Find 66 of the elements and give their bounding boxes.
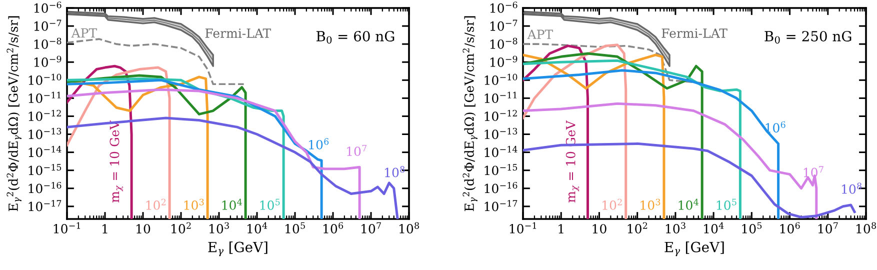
x-tick-label: 10 xyxy=(136,224,150,234)
series-label: 10$^{8}$ xyxy=(385,166,405,178)
y-tick-label: 10$^{−9}$ xyxy=(490,56,518,67)
y-tick-label: 10$^{−6}$ xyxy=(34,2,62,13)
y-tick-label: 10$^{−8}$ xyxy=(34,38,62,49)
x-tick-label: 10$^{7}$ xyxy=(362,222,381,234)
series-label: 10$^{2}$ xyxy=(146,198,166,210)
x-tick-label: 10$^{4}$ xyxy=(704,222,724,234)
y-tick-label: 10$^{−8}$ xyxy=(490,38,518,49)
y-tick-label: 10$^{−11}$ xyxy=(484,92,517,104)
y-tick-label: 10$^{−6}$ xyxy=(490,2,518,13)
series-label: 10$^{3}$ xyxy=(640,198,660,210)
series-label: 10$^{6}$ xyxy=(309,138,329,150)
y-tick-label: 10$^{−15}$ xyxy=(484,164,518,176)
series-label: APT xyxy=(527,30,553,39)
y-tick-label: 10$^{−14}$ xyxy=(28,146,62,158)
x-tick-label: 10$^{4}$ xyxy=(248,222,268,234)
y-tick-label: 10$^{−10}$ xyxy=(28,74,62,85)
x-tick-label: 1 xyxy=(102,224,108,234)
x-tick-label: 10$^{3}$ xyxy=(666,222,686,234)
series-label: 10$^{5}$ xyxy=(716,198,736,210)
x-tick-label: 10$^{3}$ xyxy=(210,222,229,234)
y-tick-label: 10$^{−12}$ xyxy=(28,110,61,122)
y-tick-label: 10$^{−7}$ xyxy=(34,20,62,31)
x-tick-label: 10$^{2}$ xyxy=(628,222,648,234)
y-tick-label: 10$^{−14}$ xyxy=(484,146,518,158)
y-tick-label: 10$^{−7}$ xyxy=(490,20,518,31)
y-tick-label: 10$^{−10}$ xyxy=(484,74,518,85)
y-tick-label: 10$^{−16}$ xyxy=(28,182,62,194)
y-tick-label: 10$^{−17}$ xyxy=(484,200,518,212)
annotation: B$_{0}$ = 250 nG xyxy=(764,30,852,44)
series-label: 10$^{7}$ xyxy=(347,144,367,156)
x-tick-label: 10$^{8}$ xyxy=(400,222,419,234)
series-label: 10$^{4}$ xyxy=(222,198,242,210)
x-tick-label: 10 xyxy=(592,224,606,234)
x-axis-title: E$_{γ}$ [GeV] xyxy=(208,242,268,256)
annotation: B$_{0}$ = 60 nG xyxy=(316,30,394,44)
series-label: 10$^{4}$ xyxy=(678,198,698,210)
y-tick-label: 10$^{−11}$ xyxy=(28,92,61,104)
y-tick-label: 10$^{−9}$ xyxy=(34,56,62,67)
series-label: Fermi-LAT xyxy=(662,28,728,38)
y-tick-label: 10$^{−15}$ xyxy=(28,164,62,176)
series-label: APT xyxy=(71,28,97,38)
x-tick-label: 10$^{6}$ xyxy=(780,222,800,234)
series-label: 10$^{3}$ xyxy=(184,198,204,210)
x-tick-label: 10$^{2}$ xyxy=(172,222,191,234)
y-tick-label: 10$^{−16}$ xyxy=(484,182,518,194)
x-tick-label: 10$^{5}$ xyxy=(286,222,305,234)
x-axis-title: E$_{γ}$ [GeV] xyxy=(664,242,724,256)
series-label: Fermi-LAT xyxy=(205,28,271,38)
x-tick-label: 10$^{8}$ xyxy=(856,222,876,234)
x-tick-label: 10$^{5}$ xyxy=(742,222,762,234)
y-tick-label: 10$^{−12}$ xyxy=(484,110,517,122)
series-label: 10$^{5}$ xyxy=(260,198,280,210)
x-tick-label: 10$^{−1}$ xyxy=(54,222,80,234)
y-tick-label: 10$^{−17}$ xyxy=(28,200,62,212)
text: E$_{γ}$$^{2}$(d$^{2}$Φ/dE$_{γ}$dΩ) [GeV/cm$^{2}$/s/sr] xyxy=(462,16,478,212)
y-tick-label: 10$^{−13}$ xyxy=(484,128,518,140)
y-tick-label: 10$^{−13}$ xyxy=(28,128,62,140)
x-tick-label: 10$^{7}$ xyxy=(818,222,838,234)
text: E$_{γ}$$^{2}$(d$^{2}$Φ/dE$_{γ}$dΩ) [GeV/cm$^{2}$/s/sr] xyxy=(6,16,22,212)
series-label: 10$^{2}$ xyxy=(602,198,622,210)
series-label: 10$^{8}$ xyxy=(842,182,862,194)
x-tick-label: 1 xyxy=(558,224,564,234)
x-tick-label: 10$^{6}$ xyxy=(324,222,344,234)
x-tick-label: 10$^{−1}$ xyxy=(510,222,536,234)
